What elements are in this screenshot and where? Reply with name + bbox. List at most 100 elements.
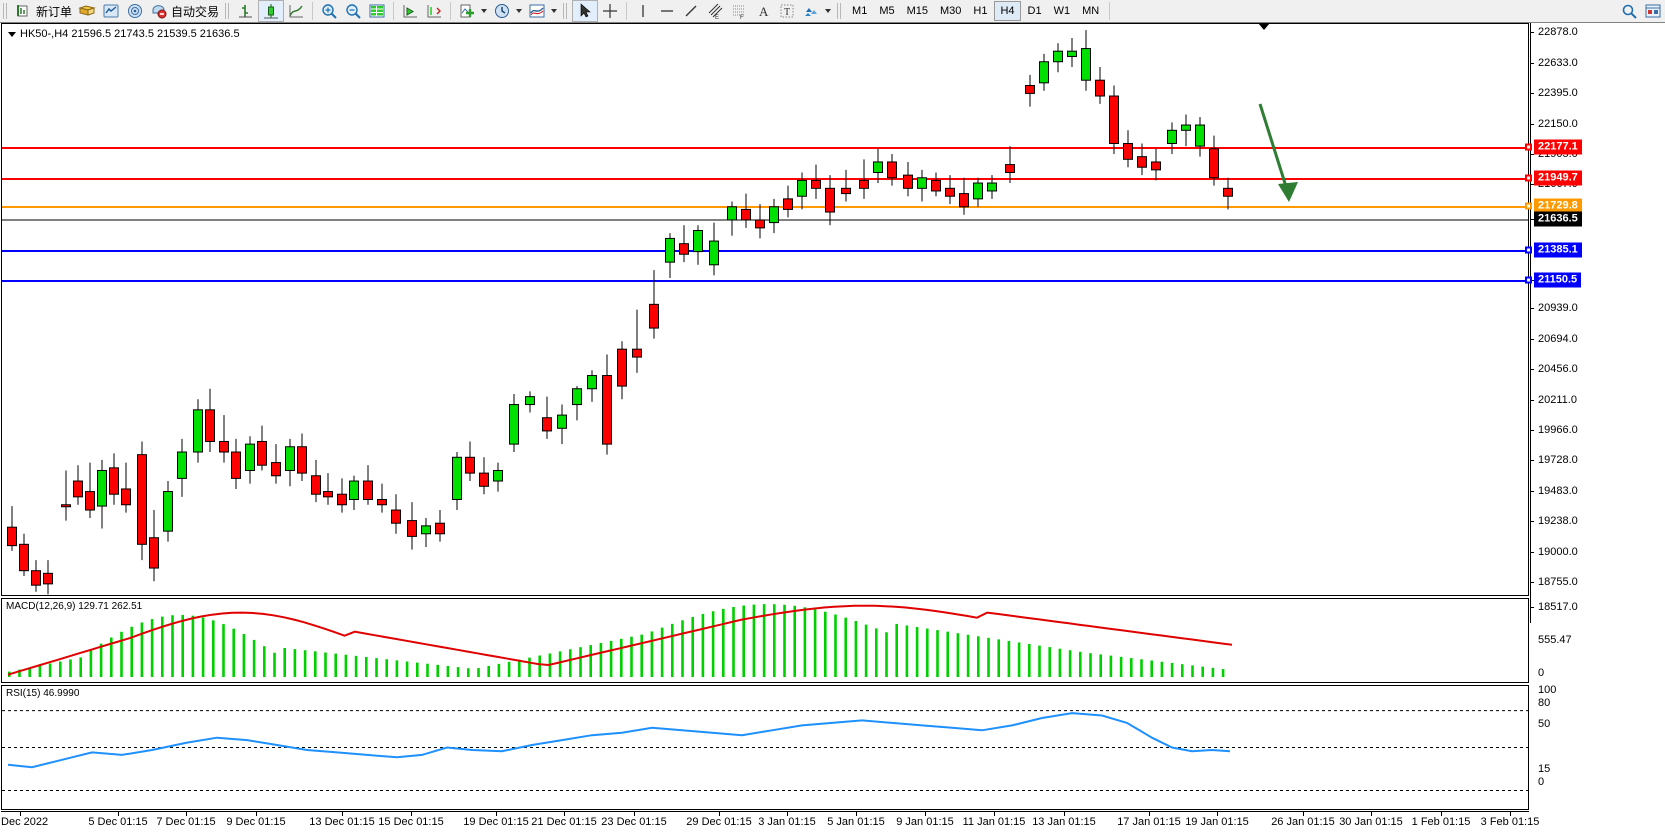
macd-histogram-bar <box>150 619 154 677</box>
market-watch-icon <box>102 2 120 20</box>
period-button[interactable] <box>490 1 525 21</box>
macd-histogram-bar <box>416 662 419 677</box>
price-tag-resistance-1[interactable]: 22177.1 <box>1534 139 1582 155</box>
tab-timeframe-mn[interactable]: MN <box>1082 5 1100 17</box>
toolbar-grip[interactable] <box>3 3 9 19</box>
price-tag-handle[interactable] <box>1525 276 1532 284</box>
zoom-in-button[interactable] <box>317 1 341 21</box>
time-axis-label: 15 Dec 01:15 <box>378 816 444 828</box>
candle <box>1137 143 1147 176</box>
tab-timeframe-d1[interactable]: D1 <box>1027 5 1042 17</box>
time-tick <box>496 811 497 816</box>
chevron-down-icon-2[interactable] <box>516 9 523 13</box>
price-tag-last-price[interactable]: 21636.5 <box>1534 211 1582 227</box>
price-tag-handle[interactable] <box>1525 202 1532 210</box>
vertical-line-button[interactable] <box>631 1 655 21</box>
text-label-button[interactable]: T <box>775 1 799 21</box>
price-tag-handle[interactable] <box>1525 143 1532 151</box>
chevron-down-icon-3[interactable] <box>551 9 558 13</box>
tab-timeframe-m15[interactable]: M15 <box>906 5 928 17</box>
horizontal-line-button[interactable] <box>655 1 679 21</box>
candle <box>931 172 941 197</box>
time-axis-label: 1 Dec 2022 <box>0 816 49 828</box>
fibonacci-icon: F <box>730 2 748 20</box>
search-button[interactable] <box>1617 1 1641 21</box>
line-chart-button[interactable] <box>284 1 308 21</box>
candle <box>349 475 359 511</box>
macd-histogram-bar <box>1028 644 1031 677</box>
candle <box>917 169 927 202</box>
macd-histogram-bar <box>885 632 888 677</box>
price-scale[interactable]: 22878.022633.022395.022150.021905.021667… <box>1525 23 1665 810</box>
tab-timeframe-m30[interactable]: M30 <box>940 5 962 17</box>
price-tick <box>1530 430 1534 431</box>
candle <box>193 399 203 463</box>
time-axis[interactable]: 1 Dec 2022 5 Dec 01:15 7 Dec 01:15 9 Dec 01… <box>0 811 1539 835</box>
market-watch-button[interactable] <box>99 1 123 21</box>
macd-pane[interactable]: MACD(12,26,9) 129.71 262.51 <box>1 598 1529 683</box>
chart-menu-caret-icon[interactable] <box>8 32 16 37</box>
cursor-button[interactable] <box>572 0 599 22</box>
price-tick <box>1530 400 1534 401</box>
candle <box>43 560 53 595</box>
crosshair-button[interactable] <box>598 1 622 21</box>
macd-histogram-bar <box>242 634 246 677</box>
data-window-button[interactable] <box>365 1 389 21</box>
candle <box>1067 38 1077 68</box>
macd-histogram-bar <box>405 661 409 677</box>
toolbar-grip-3[interactable] <box>563 3 570 19</box>
zoom-out-button[interactable] <box>341 1 365 21</box>
price-tag-handle[interactable] <box>1525 246 1532 254</box>
tab-timeframe-m1[interactable]: M1 <box>852 5 868 17</box>
shapes-icon <box>802 2 820 20</box>
chevron-down-icon[interactable] <box>481 9 488 13</box>
candle <box>1223 177 1233 210</box>
tab-timeframe-w1[interactable]: W1 <box>1053 5 1071 17</box>
text-button[interactable]: A <box>751 1 775 21</box>
price-tag-pivot[interactable]: 21729.8 <box>1534 198 1582 214</box>
down-trend-arrow[interactable] <box>1258 103 1298 202</box>
candle <box>493 462 503 492</box>
price-tag-handle[interactable] <box>1525 174 1532 182</box>
chart-workspace[interactable]: HK50-,H4 21596.5 21743.5 21539.5 21636.5… <box>0 23 1665 835</box>
chart-shift-button[interactable] <box>422 1 446 21</box>
toolbar-grip-2[interactable] <box>225 3 232 19</box>
auto-scroll-button[interactable] <box>398 1 422 21</box>
rsi-pane[interactable]: RSI(15) 46.9990 <box>1 685 1529 810</box>
candle <box>903 161 913 197</box>
price-tag-resistance-2[interactable]: 21949.7 <box>1534 170 1582 186</box>
price-pane[interactable]: HK50-,H4 21596.5 21743.5 21539.5 21636.5 <box>1 23 1529 596</box>
macd-histogram-bar <box>303 650 307 677</box>
main-toolbar: 新订单 自动交易 <box>0 0 1665 23</box>
add-indicator-button[interactable] <box>455 1 490 21</box>
shapes-button[interactable] <box>799 1 834 21</box>
templates-button[interactable] <box>525 1 560 21</box>
macd-histogram-bar <box>650 631 654 677</box>
price-tick <box>1530 460 1534 461</box>
price-tick-label: 20456.0 <box>1538 363 1578 375</box>
folder-button[interactable] <box>75 1 99 21</box>
navigator-button[interactable] <box>123 1 147 21</box>
new-order-button[interactable]: 新订单 <box>12 1 75 21</box>
candle <box>1109 85 1119 155</box>
macd-histogram-bar <box>18 669 21 677</box>
chevron-down-icon-4[interactable] <box>825 9 832 13</box>
macd-histogram-bar <box>997 639 1000 677</box>
price-tag-support-2[interactable]: 21150.5 <box>1534 272 1582 288</box>
equidistant-channel-button[interactable]: E <box>703 1 727 21</box>
bar-chart-button[interactable] <box>234 1 258 21</box>
trendline-button[interactable] <box>679 1 703 21</box>
candlestick-chart-button[interactable] <box>258 0 285 22</box>
price-tag-support-1[interactable]: 21385.1 <box>1534 242 1582 258</box>
tab-timeframe-m5[interactable]: M5 <box>879 5 895 17</box>
fibonacci-button[interactable]: F <box>727 1 751 21</box>
time-tick <box>1441 811 1442 816</box>
time-axis-label: 21 Dec 01:15 <box>531 816 597 828</box>
candle <box>97 459 107 529</box>
auto-trading-button[interactable]: 自动交易 <box>147 1 222 21</box>
candle <box>741 193 751 228</box>
tab-timeframe-h1[interactable]: H1 <box>973 5 988 17</box>
tab-timeframe-h4[interactable]: H4 <box>994 1 1021 21</box>
window-list-button[interactable] <box>1641 1 1665 21</box>
toolbar-grip-4[interactable] <box>837 3 844 19</box>
